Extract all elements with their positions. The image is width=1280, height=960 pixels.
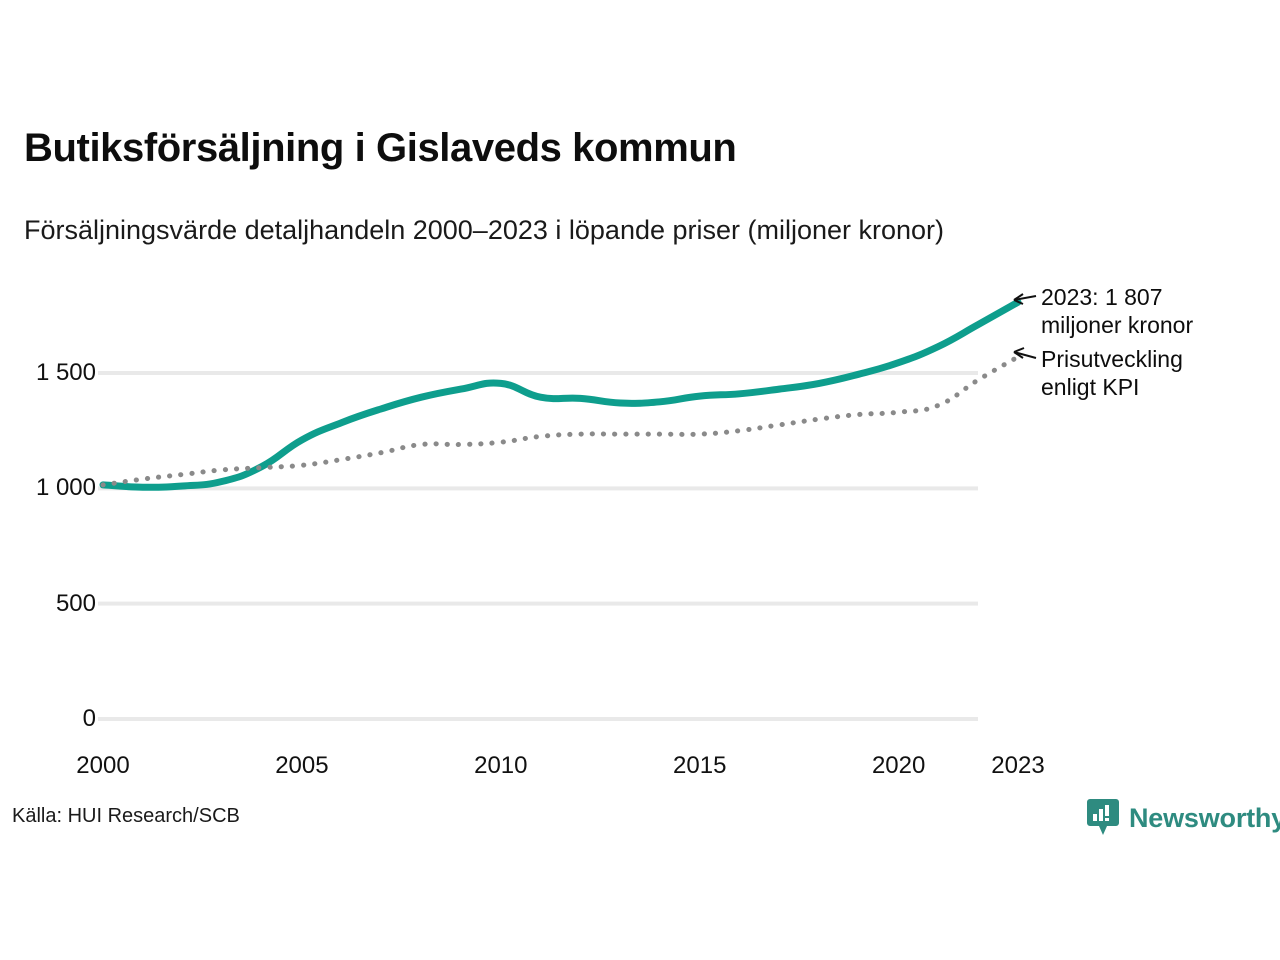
x-tick-label: 2000	[76, 752, 130, 779]
series-line-1	[100, 354, 1021, 488]
annotation-kpi-line2: enligt KPI	[1041, 374, 1140, 400]
annotation-latest-value: 2023: 1 807 miljoner kronor	[1041, 283, 1193, 339]
y-tick-label: 1 500	[35, 359, 96, 386]
y-tick-label: 0	[82, 705, 96, 732]
y-tick-label: 1 000	[35, 474, 96, 502]
series-layer	[99, 298, 1022, 491]
chart-subtitle: Försäljningsvärde detaljhandeln 2000–202…	[24, 215, 945, 245]
source-note: Källa: HUI Research/SCB	[12, 805, 240, 827]
annotation-kpi-line1: Prisutveckling	[1041, 346, 1183, 372]
page-title: Butiksförsäljning i Gislaveds kommun	[24, 126, 737, 170]
arrow-kpi	[1013, 351, 1037, 359]
arrow-kpi-head	[1013, 347, 1025, 359]
arrow-latest-head	[1013, 293, 1024, 305]
annotation-arrows	[1013, 293, 1037, 359]
x-tick-label: 2020	[871, 752, 926, 779]
series-line-0	[99, 298, 1022, 491]
x-tick-label: 2023	[991, 752, 1045, 779]
logo-wordmark: Newsworthy	[1129, 802, 1280, 833]
annotation-latest-line2: miljoner kronor	[1041, 312, 1194, 338]
gridlines	[98, 371, 978, 721]
bar-chart-speech-bubble-icon	[1087, 799, 1119, 835]
annotation-latest-line1: 2023: 1 807	[1041, 284, 1163, 310]
newsworthy-logo: Newsworthy	[1086, 798, 1280, 838]
annotation-kpi-series: Prisutveckling enligt KPI	[1041, 345, 1183, 401]
x-tick-label: 2010	[474, 752, 528, 779]
x-tick-label: 2015	[673, 752, 727, 779]
x-tick-label: 2005	[275, 752, 329, 779]
y-tick-label: 500	[55, 589, 96, 617]
arrow-latest	[1013, 295, 1037, 301]
